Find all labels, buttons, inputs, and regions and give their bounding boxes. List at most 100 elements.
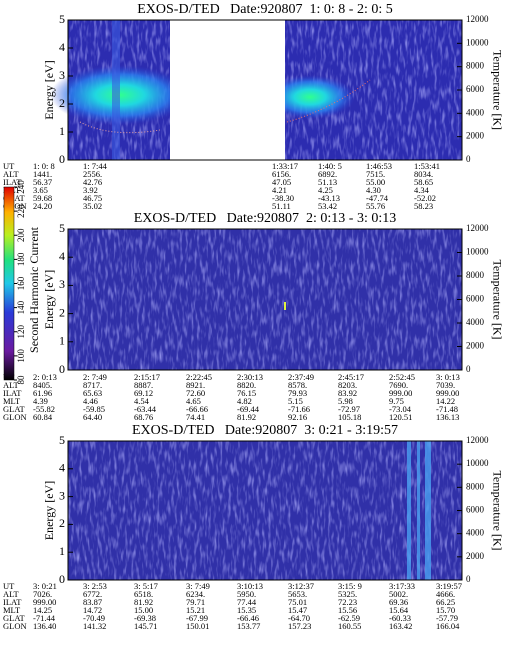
- table-cell: 1:40: 5: [318, 161, 342, 171]
- table-row-label: ILAT: [3, 388, 22, 398]
- y-tick-label: 5: [59, 221, 65, 235]
- table-cell: -52.02: [414, 193, 436, 203]
- table-cell: 136.40: [33, 621, 56, 631]
- table-cell: 15.21: [186, 605, 205, 615]
- table-cell: -69.38: [134, 613, 156, 623]
- table-cell: 1:53:41: [414, 161, 440, 171]
- table-cell: 83.92: [338, 388, 357, 398]
- table-cell: 58.65: [414, 177, 433, 187]
- table-row-label: UT: [3, 581, 15, 591]
- table-cell: 999.00: [436, 388, 459, 398]
- table-cell: 3.65: [33, 185, 48, 195]
- colorbar-tick-label: 100: [16, 349, 26, 363]
- table-cell: 92.16: [288, 412, 307, 422]
- y-tick-label: 2: [59, 96, 65, 110]
- y-tick-label: 1: [59, 334, 65, 348]
- table-cell: 145.71: [134, 621, 157, 631]
- table-cell: 79.93: [288, 388, 307, 398]
- table-cell: 2:52:45: [389, 372, 415, 382]
- y-tick-label: 4: [59, 249, 65, 263]
- table-row-label: MLT: [3, 605, 21, 615]
- table-cell: 3: 7:49: [186, 581, 210, 591]
- y2-tick-label: 8000: [466, 61, 485, 71]
- table-cell: 3:17:33: [389, 581, 415, 591]
- table-cell: 15.70: [436, 605, 455, 615]
- table-cell: -69.44: [237, 404, 260, 414]
- table-cell: 8578.: [288, 380, 307, 390]
- table-cell: 2:15:17: [134, 372, 160, 382]
- table-cell: 5653.: [288, 589, 307, 599]
- table-cell: 160.55: [338, 621, 361, 631]
- table-cell: 6892.: [318, 169, 337, 179]
- table-cell: 7515.: [366, 169, 385, 179]
- table-row-label: GLAT: [3, 193, 26, 203]
- table-cell: 55.76: [366, 201, 385, 211]
- y2-tick-label: 0: [466, 364, 471, 374]
- y2-tick-label: 6000: [466, 505, 485, 515]
- y-tick-label: 5: [59, 433, 65, 447]
- y2-tick-label: 0: [466, 574, 471, 584]
- table-cell: 166.04: [436, 621, 460, 631]
- colorbar-tick-label: 200: [16, 228, 26, 242]
- table-cell: -43.13: [318, 193, 340, 203]
- table-cell: 3: 0:21: [33, 581, 57, 591]
- spectrogram-stripe: [407, 441, 411, 580]
- spectrogram-blob: [265, 75, 355, 119]
- table-cell: 3:10:13: [237, 581, 263, 591]
- table-cell: 5.98: [338, 396, 353, 406]
- y2-axis-label: Temperature [K]: [490, 50, 504, 130]
- table-cell: 2:45:17: [338, 372, 364, 382]
- table-cell: 65.63: [83, 388, 102, 398]
- table-cell: 2:37:49: [288, 372, 314, 382]
- table-cell: 66.25: [436, 597, 455, 607]
- table-cell: 1: 0: 8: [33, 161, 55, 171]
- table-cell: 14.22: [436, 396, 455, 406]
- table-cell: -60.33: [389, 613, 411, 623]
- y-axis-label: Energy [eV]: [42, 270, 56, 329]
- table-cell: 4.39: [33, 396, 48, 406]
- y2-axis-label: Temperature [K]: [490, 259, 504, 339]
- table-cell: 61.96: [33, 388, 52, 398]
- table-cell: 3.92: [83, 185, 98, 195]
- colorbar-tick-label: 180: [16, 252, 26, 266]
- table-row-label: GLON: [3, 621, 27, 631]
- table-cell: 8820.: [237, 380, 256, 390]
- table-cell: 6156.: [272, 169, 291, 179]
- table-cell: 83.87: [83, 597, 102, 607]
- table-row-label: UT: [3, 161, 15, 171]
- y-tick-label: 0: [59, 572, 65, 586]
- table-cell: 56.37: [33, 177, 52, 187]
- y2-tick-label: 2000: [466, 551, 485, 561]
- table-cell: -55.82: [33, 404, 55, 414]
- y2-tick-label: 10000: [466, 37, 489, 47]
- table-cell: 68.76: [134, 412, 153, 422]
- table-cell: 1: 7:44: [83, 161, 108, 171]
- table-cell: -57.79: [436, 613, 458, 623]
- spectrogram-texture: [68, 441, 462, 580]
- table-cell: 5950.: [237, 589, 256, 599]
- y2-tick-label: 10000: [466, 247, 489, 257]
- temperature-trace: [286, 79, 371, 123]
- y2-tick-label: 8000: [466, 270, 485, 280]
- table-cell: 60.84: [33, 412, 53, 422]
- colorbar-tick-label: 120: [16, 325, 26, 339]
- table-row-label: GLAT: [3, 613, 26, 623]
- table-cell: 8034.: [414, 169, 433, 179]
- table-cell: 3:12:37: [288, 581, 314, 591]
- table-cell: 4.21: [272, 185, 287, 195]
- table-cell: 8203.: [338, 380, 357, 390]
- colorbar-tick-label: 220: [16, 204, 26, 218]
- table-cell: 55.00: [366, 177, 385, 187]
- table-cell: 72.60: [186, 388, 205, 398]
- table-cell: 4.65: [186, 396, 201, 406]
- table-cell: 1:33:17: [272, 161, 298, 171]
- table-cell: 8405.: [33, 380, 52, 390]
- spectrogram-stripe: [417, 441, 420, 580]
- table-cell: -67.99: [186, 613, 208, 623]
- table-cell: 9.75: [389, 396, 404, 406]
- colorbar-tick-label: 140: [16, 300, 26, 314]
- table-cell: 4.34: [414, 185, 430, 195]
- table-cell: 163.42: [389, 621, 412, 631]
- colorbar-tick-label: 80: [16, 375, 26, 385]
